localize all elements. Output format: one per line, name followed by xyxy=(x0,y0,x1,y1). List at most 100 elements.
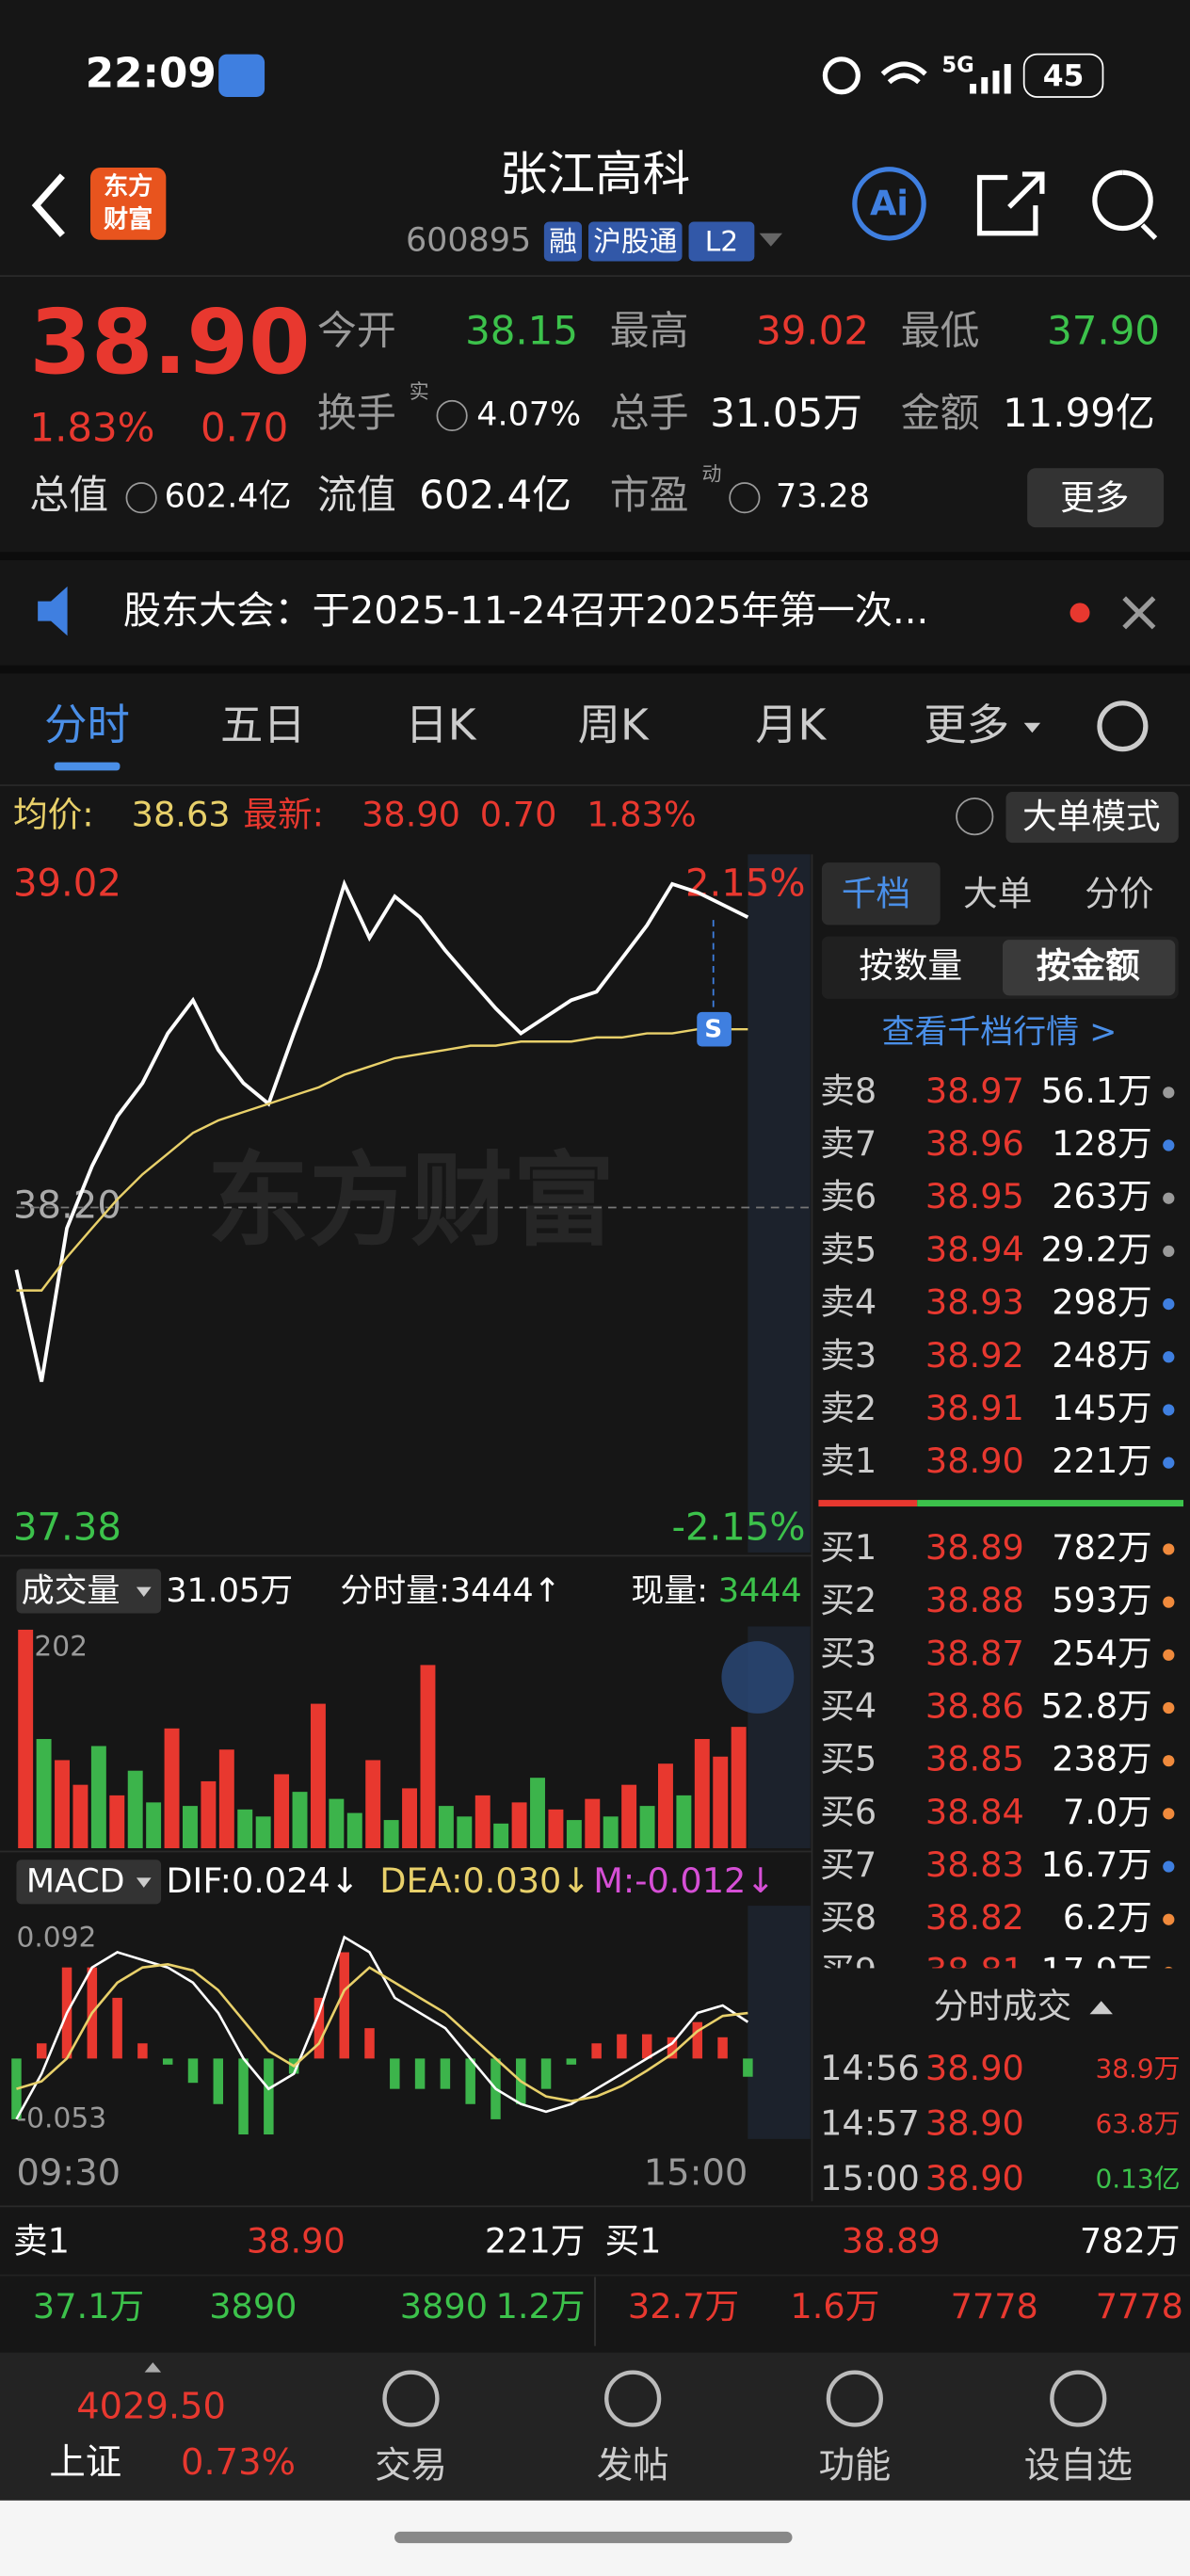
field-label: 市盈 xyxy=(610,472,689,518)
macd-label[interactable]: MACD xyxy=(26,1863,125,1901)
volume-selector[interactable] xyxy=(16,1569,162,1614)
volume-bar xyxy=(657,1763,673,1849)
logo-text: 东方 xyxy=(104,171,153,201)
level-dot xyxy=(1163,1297,1175,1311)
trade-price: 38.90 xyxy=(925,2048,1024,2088)
macd-selector[interactable] xyxy=(16,1860,162,1905)
book-tab[interactable]: 千档 xyxy=(842,873,910,913)
mode-button[interactable] xyxy=(1005,792,1179,844)
home-indicator[interactable] xyxy=(394,2531,793,2544)
volume-bar xyxy=(346,1812,362,1849)
toggle[interactable]: 按数量 xyxy=(859,945,962,986)
level-amount: 7.0万 xyxy=(1063,1792,1152,1832)
tab[interactable]: 日K xyxy=(405,700,476,749)
level-price: 38.87 xyxy=(925,1633,1024,1673)
badge-text: L2 xyxy=(705,225,738,258)
volume-bar xyxy=(420,1665,436,1849)
level-amount: 145万 xyxy=(1052,1388,1152,1428)
index-change[interactable]: 0.73% xyxy=(181,2441,296,2484)
level-amount: 593万 xyxy=(1052,1580,1152,1620)
settings-button[interactable] xyxy=(1097,700,1149,752)
nav-item[interactable]: 交易 xyxy=(375,2444,447,2487)
level-price: 38.83 xyxy=(925,1844,1024,1885)
tab[interactable]: 分时 xyxy=(44,700,130,749)
volume-bar xyxy=(237,1809,253,1849)
trade-price: 38.90 xyxy=(925,2158,1024,2198)
level-dot xyxy=(1163,1649,1175,1661)
volume-label[interactable]: 成交量 xyxy=(22,1572,121,1610)
nav-icon[interactable] xyxy=(604,2370,662,2427)
strip-detail: 7778 xyxy=(951,2286,1038,2326)
tab[interactable]: 更多 xyxy=(924,700,1009,749)
current-label: 现量: xyxy=(631,1572,708,1610)
volume-bar xyxy=(639,1806,655,1849)
price-line xyxy=(14,878,749,1382)
trade-volume: 63.8万 xyxy=(1095,2108,1180,2139)
battery-level: 45 xyxy=(1043,59,1085,93)
nav-item[interactable]: 设自选 xyxy=(1024,2444,1133,2487)
toggle[interactable]: 按金额 xyxy=(1037,945,1140,986)
index-name[interactable]: 上证 xyxy=(49,2441,121,2484)
tab[interactable]: 周K xyxy=(578,700,650,749)
book-tab[interactable]: 大单 xyxy=(963,873,1032,913)
volume-bar xyxy=(621,1784,637,1849)
volume-bar xyxy=(731,1727,747,1849)
book-tab[interactable]: 分价 xyxy=(1085,873,1153,913)
ratio-bar xyxy=(917,1500,1184,1507)
macd-bar xyxy=(162,2058,173,2065)
share-button[interactable] xyxy=(976,171,1045,236)
nav-icon[interactable] xyxy=(1050,2370,1107,2427)
zoom-button[interactable] xyxy=(721,1641,795,1714)
change-value: 0.70 xyxy=(480,795,557,835)
macd-bar xyxy=(112,1997,122,2059)
nav-icon[interactable] xyxy=(826,2370,883,2427)
close-button[interactable] xyxy=(1122,596,1156,630)
more-button[interactable] xyxy=(1027,468,1165,528)
level-price: 38.92 xyxy=(925,1335,1024,1376)
macd-bar xyxy=(692,2021,703,2059)
badge xyxy=(543,221,583,262)
logo-text: 财富 xyxy=(104,204,153,233)
trade-marker[interactable] xyxy=(697,1011,732,1047)
level-amount: 221万 xyxy=(1052,1441,1152,1481)
level-dot xyxy=(1163,1808,1175,1820)
nav-item[interactable]: 功能 xyxy=(818,2444,891,2487)
level-label: 买5 xyxy=(820,1739,876,1779)
macd-bar xyxy=(540,2058,552,2089)
nav-icon[interactable] xyxy=(382,2370,440,2427)
ai-button[interactable] xyxy=(852,167,926,241)
notice-text[interactable]: 股东大会：于2025-11-24召开2025年第一次... xyxy=(123,589,928,633)
alarm-icon xyxy=(822,56,860,95)
back-button[interactable] xyxy=(31,173,65,237)
info-icon xyxy=(729,482,761,514)
volume-bar xyxy=(548,1809,564,1849)
more-label[interactable]: 更多 xyxy=(1060,477,1129,518)
depth-link[interactable]: 查看千档行情 > xyxy=(882,1014,1118,1052)
tab[interactable]: 五日 xyxy=(220,700,306,749)
avg-label: 均价: xyxy=(13,795,94,835)
badge xyxy=(688,221,755,262)
level-label: 卖1 xyxy=(820,1441,876,1481)
volume-bar xyxy=(274,1774,290,1849)
level-label: 买8 xyxy=(820,1897,876,1938)
trade-volume: 38.9万 xyxy=(1095,2053,1180,2085)
field-mark: 实 xyxy=(410,380,429,403)
macd-bar xyxy=(314,1997,325,2059)
y-tick-label: 39.02 xyxy=(13,862,121,906)
strip-label: 买1 xyxy=(604,2220,661,2261)
macd-bar xyxy=(591,2043,602,2059)
logo xyxy=(90,167,167,240)
volume-bar xyxy=(146,1802,162,1849)
search-button[interactable] xyxy=(1092,169,1158,240)
band xyxy=(0,665,1190,674)
volume-bar xyxy=(183,1806,198,1849)
macd-bar xyxy=(641,2034,652,2059)
level-price: 38.86 xyxy=(925,1686,1024,1727)
mode-label[interactable]: 大单模式 xyxy=(1022,796,1161,836)
nav-item[interactable]: 发帖 xyxy=(597,2444,669,2487)
index-value[interactable]: 4029.50 xyxy=(76,2386,226,2428)
trade-marker-label[interactable]: S xyxy=(704,1016,722,1044)
macd-bar xyxy=(11,2058,22,2119)
tab[interactable]: 月K xyxy=(755,700,827,749)
